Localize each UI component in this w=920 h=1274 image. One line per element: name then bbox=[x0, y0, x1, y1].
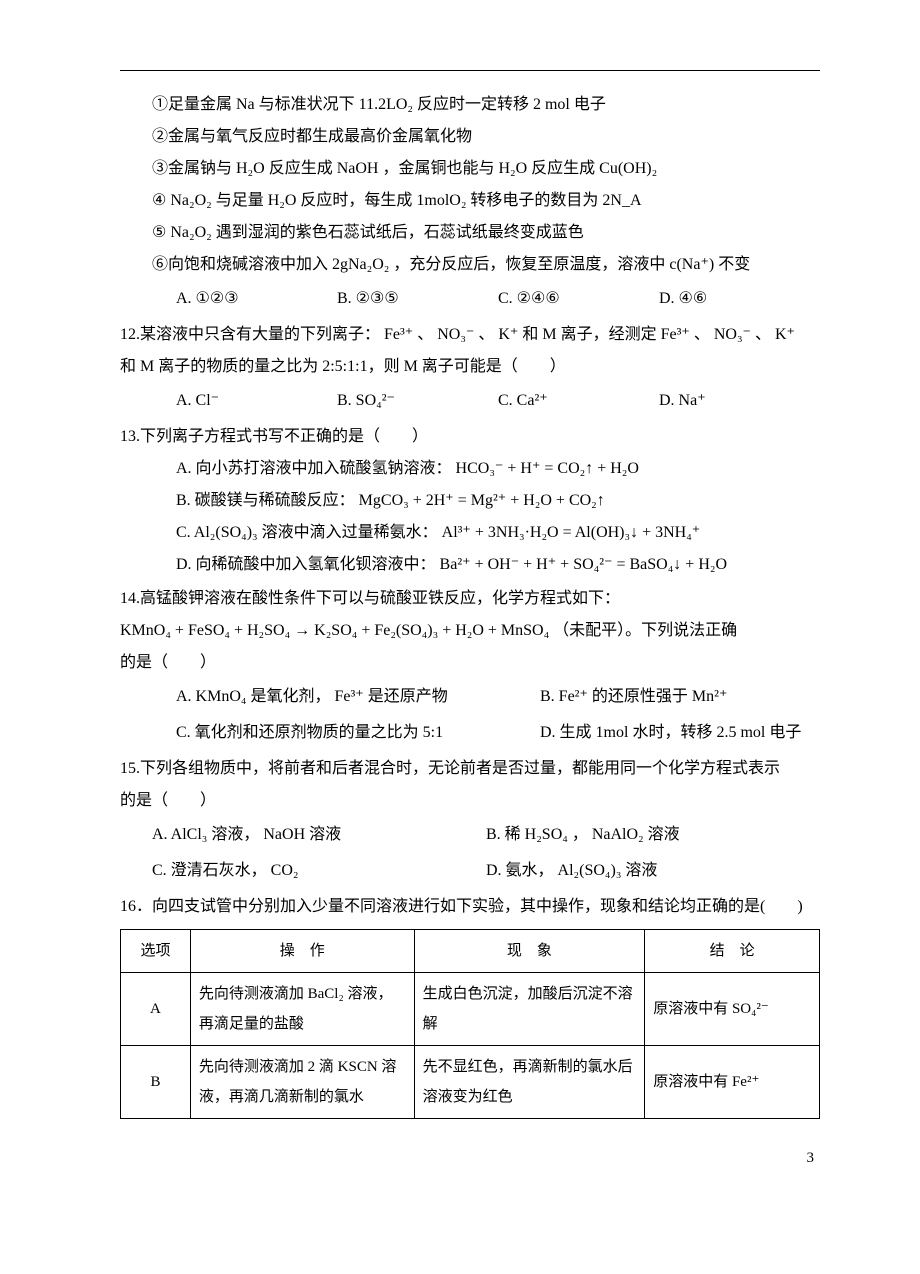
exam-page: ①足量金属 Na 与标准状况下 11.2LO₂ 反应时一定转移 2 mol 电子… bbox=[0, 0, 920, 1213]
q13-stem: 13.下列离子方程式书写不正确的是（ ） bbox=[120, 419, 820, 453]
q14-options-row1: A. KMnO₄ 是氧化剂， Fe³⁺ 是还原产物 B. Fe²⁺ 的还原性强于… bbox=[120, 679, 820, 715]
cell-opt: B bbox=[121, 1046, 191, 1119]
q14-option-d: D. 生成 1mol 水时，转移 2.5 mol 电子 bbox=[540, 717, 820, 749]
q15-stem-line2: 的是（ ） bbox=[120, 785, 820, 817]
col-phenomenon: 现 象 bbox=[414, 930, 645, 973]
q11-option-a: A. ①②③ bbox=[176, 283, 337, 315]
q15-option-d: D. 氨水， Al₂(SO₄)₃ 溶液 bbox=[486, 855, 820, 887]
q12-stem-line1: 12.某溶液中只含有大量的下列离子： Fe³⁺ 、 NO₃⁻ 、 K⁺ 和 M … bbox=[120, 317, 820, 351]
q15-options-row1: A. AlCl₃ 溶液， NaOH 溶液 B. 稀 H₂SO₄ ， NaAlO₂… bbox=[120, 817, 820, 853]
page-number: 3 bbox=[120, 1119, 820, 1173]
table-header-row: 选项 操 作 现 象 结 论 bbox=[121, 930, 820, 973]
q11-option-c: C. ②④⑥ bbox=[498, 283, 659, 315]
q13-option-b: B. 碳酸镁与稀硫酸反应： MgCO₃ + 2H⁺ = Mg²⁺ + H₂O +… bbox=[120, 485, 820, 517]
cell-phenomenon: 先不显红色，再滴新制的氯水后溶液变为红色 bbox=[414, 1046, 645, 1119]
q14-option-a: A. KMnO₄ 是氧化剂， Fe³⁺ 是还原产物 bbox=[176, 681, 540, 713]
cell-conclusion: 原溶液中有 SO₄²⁻ bbox=[645, 973, 820, 1046]
q11-options: A. ①②③ B. ②③⑤ C. ②④⑥ D. ④⑥ bbox=[120, 281, 820, 317]
q11-statement-5: ⑤ Na₂O₂ 遇到湿润的紫色石蕊试纸后，石蕊试纸最终变成蓝色 bbox=[120, 217, 820, 249]
q15-option-a: A. AlCl₃ 溶液， NaOH 溶液 bbox=[152, 819, 486, 851]
q11-statement-3: ③金属钠与 H₂O 反应生成 NaOH ，金属铜也能与 H₂O 反应生成 Cu(… bbox=[120, 153, 820, 185]
table-row: B 先向待测液滴加 2 滴 KSCN 溶液，再滴几滴新制的氯水 先不显红色，再滴… bbox=[121, 1046, 820, 1119]
cell-operation: 先向待测液滴加 2 滴 KSCN 溶液，再滴几滴新制的氯水 bbox=[190, 1046, 414, 1119]
cell-opt: A bbox=[121, 973, 191, 1046]
q13-option-c: C. Al₂(SO₄)₃ 溶液中滴入过量稀氨水： Al³⁺ + 3NH₃·H₂O… bbox=[120, 517, 820, 549]
q14-equation: KMnO₄ + FeSO₄ + H₂SO₄ → K₂SO₄ + Fe₂(SO₄)… bbox=[120, 615, 820, 647]
cell-phenomenon: 生成白色沉淀，加酸后沉淀不溶解 bbox=[414, 973, 645, 1046]
q16-stem: 16．向四支试管中分别加入少量不同溶液进行如下实验，其中操作，现象和结论均正确的… bbox=[120, 889, 820, 923]
cell-conclusion: 原溶液中有 Fe²⁺ bbox=[645, 1046, 820, 1119]
q12-option-b: B. SO₄²⁻ bbox=[337, 385, 498, 417]
q14-stem-line1: 14.高锰酸钾溶液在酸性条件下可以与硫酸亚铁反应，化学方程式如下： bbox=[120, 581, 820, 615]
q11-option-d: D. ④⑥ bbox=[659, 283, 820, 315]
q15-options-row2: C. 澄清石灰水， CO₂ D. 氨水， Al₂(SO₄)₃ 溶液 bbox=[120, 853, 820, 889]
col-conclusion: 结 论 bbox=[645, 930, 820, 973]
q11-statement-1: ①足量金属 Na 与标准状况下 11.2LO₂ 反应时一定转移 2 mol 电子 bbox=[120, 89, 820, 121]
q15-option-c: C. 澄清石灰水， CO₂ bbox=[152, 855, 486, 887]
q15-stem-line1: 15.下列各组物质中，将前者和后者混合时，无论前者是否过量，都能用同一个化学方程… bbox=[120, 751, 820, 785]
col-option: 选项 bbox=[121, 930, 191, 973]
q12-option-c: C. Ca²⁺ bbox=[498, 385, 659, 417]
col-operation: 操 作 bbox=[190, 930, 414, 973]
q12-stem-line2: 和 M 离子的物质的量之比为 2:5:1:1，则 M 离子可能是（ ） bbox=[120, 351, 820, 383]
q14-options-row2: C. 氧化剂和还原剂物质的量之比为 5:1 D. 生成 1mol 水时，转移 2… bbox=[120, 715, 820, 751]
q15-option-b: B. 稀 H₂SO₄ ， NaAlO₂ 溶液 bbox=[486, 819, 820, 851]
q12-options: A. Cl⁻ B. SO₄²⁻ C. Ca²⁺ D. Na⁺ bbox=[120, 383, 820, 419]
table-row: A 先向待测液滴加 BaCl₂ 溶液，再滴足量的盐酸 生成白色沉淀，加酸后沉淀不… bbox=[121, 973, 820, 1046]
q13-option-d: D. 向稀硫酸中加入氢氧化钡溶液中： Ba²⁺ + OH⁻ + H⁺ + SO₄… bbox=[120, 549, 820, 581]
q11-statement-4: ④ Na₂O₂ 与足量 H₂O 反应时，每生成 1molO₂ 转移电子的数目为 … bbox=[120, 185, 820, 217]
q12-option-d: D. Na⁺ bbox=[659, 385, 820, 417]
q14-option-c: C. 氧化剂和还原剂物质的量之比为 5:1 bbox=[176, 717, 540, 749]
q14-option-b: B. Fe²⁺ 的还原性强于 Mn²⁺ bbox=[540, 681, 820, 713]
q11-statement-2: ②金属与氧气反应时都生成最高价金属氧化物 bbox=[120, 121, 820, 153]
q13-option-a: A. 向小苏打溶液中加入硫酸氢钠溶液： HCO₃⁻ + H⁺ = CO₂↑ + … bbox=[120, 453, 820, 485]
cell-operation: 先向待测液滴加 BaCl₂ 溶液，再滴足量的盐酸 bbox=[190, 973, 414, 1046]
q11-option-b: B. ②③⑤ bbox=[337, 283, 498, 315]
q16-table: 选项 操 作 现 象 结 论 A 先向待测液滴加 BaCl₂ 溶液，再滴足量的盐… bbox=[120, 929, 820, 1119]
q14-stem-line2: 的是（ ） bbox=[120, 647, 820, 679]
q12-option-a: A. Cl⁻ bbox=[176, 385, 337, 417]
q11-statement-6: ⑥向饱和烧碱溶液中加入 2gNa₂O₂ ，充分反应后，恢复至原温度，溶液中 c(… bbox=[120, 249, 820, 281]
top-rule bbox=[120, 70, 820, 71]
